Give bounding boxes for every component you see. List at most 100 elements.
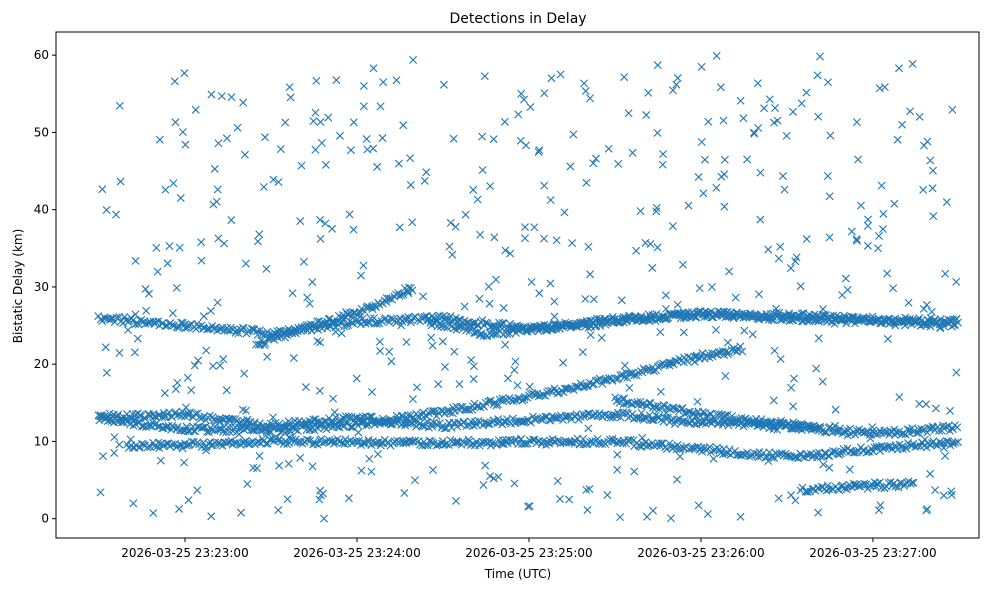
y-tick-label: 30 <box>34 280 49 294</box>
detection-marker <box>864 215 873 224</box>
detection-marker <box>883 269 892 278</box>
detection-marker <box>183 373 192 382</box>
detection-marker <box>113 412 122 421</box>
detection-marker <box>145 421 154 430</box>
detection-marker <box>877 484 886 492</box>
detection-marker <box>928 166 937 175</box>
detection-marker <box>213 298 222 307</box>
detection-marker <box>941 269 950 278</box>
detection-marker <box>367 388 376 396</box>
detection-marker <box>814 112 823 121</box>
detection-marker <box>789 374 798 383</box>
detection-marker <box>791 453 800 462</box>
detection-marker <box>181 140 190 149</box>
detection-marker <box>948 425 957 434</box>
detection-marker <box>953 318 962 327</box>
detection-marker <box>169 179 178 188</box>
detection-marker <box>214 234 223 243</box>
detection-marker <box>559 358 568 367</box>
detection-marker <box>903 425 912 434</box>
detection-marker <box>893 135 902 144</box>
detection-marker <box>617 296 626 305</box>
detection-marker <box>764 245 773 254</box>
detection-marker <box>764 457 773 466</box>
detection-marker <box>441 362 449 371</box>
detection-marker <box>392 76 401 85</box>
detection-marker <box>812 364 821 373</box>
detection-marker <box>648 416 657 425</box>
detection-marker <box>658 439 667 448</box>
detection-marker <box>849 479 858 488</box>
detection-marker <box>535 289 544 298</box>
detection-marker <box>373 450 382 459</box>
detection-marker <box>193 486 202 495</box>
detection-marker <box>678 404 687 413</box>
detection-marker <box>420 312 429 321</box>
detection-marker <box>770 346 779 355</box>
detection-marker <box>525 502 534 511</box>
detection-marker <box>311 108 320 117</box>
x-axis-ticks: 2026-03-25 23:23:00 2026-03-25 23:24:00 20… <box>121 538 937 560</box>
detection-marker <box>461 405 470 414</box>
detection-marker <box>115 348 124 357</box>
detection-marker <box>668 86 677 95</box>
detection-marker <box>216 440 225 449</box>
detection-marker <box>895 393 904 402</box>
detection-marker <box>222 439 231 448</box>
detection-marker <box>345 210 354 219</box>
detection-marker <box>782 131 791 140</box>
detection-marker <box>432 317 441 326</box>
detection-marker <box>628 148 637 157</box>
detection-marker <box>953 438 962 447</box>
detection-marker <box>898 120 907 129</box>
detection-marker <box>931 486 940 495</box>
detection-marker <box>854 155 863 164</box>
detection-marker <box>720 155 729 164</box>
detection-marker <box>652 203 661 212</box>
detection-marker <box>908 478 917 487</box>
detection-marker <box>721 372 730 380</box>
detection-marker <box>880 429 889 438</box>
detection-marker <box>180 320 189 329</box>
detection-marker <box>102 368 111 377</box>
detection-marker <box>409 313 418 322</box>
detection-marker <box>630 371 639 380</box>
detection-marker <box>923 137 932 146</box>
detection-marker <box>488 439 497 448</box>
detection-marker <box>115 440 124 449</box>
detection-marker <box>176 194 185 203</box>
detection-marker <box>283 327 292 336</box>
detection-marker <box>637 312 646 321</box>
detection-marker <box>719 417 728 426</box>
detection-marker <box>736 96 745 105</box>
detection-marker <box>725 267 734 276</box>
detection-marker <box>581 294 590 303</box>
detection-marker <box>548 325 557 334</box>
detection-marker <box>313 337 322 346</box>
detection-marker <box>481 461 490 470</box>
detection-marker <box>354 436 363 445</box>
detection-marker <box>171 385 180 394</box>
detection-marker <box>227 93 236 102</box>
detection-marker <box>469 362 478 371</box>
detection-marker <box>358 418 367 427</box>
detection-marker <box>875 84 884 93</box>
detection-marker <box>269 175 278 184</box>
detection-marker <box>684 201 693 210</box>
detection-marker <box>546 279 555 288</box>
detection-marker <box>486 472 495 481</box>
detection-marker <box>480 72 489 81</box>
detection-marker <box>395 223 404 232</box>
detection-marker <box>645 411 654 420</box>
detection-marker <box>769 396 778 405</box>
detection-marker <box>539 390 548 399</box>
chart-title: Detections in Delay <box>449 11 586 27</box>
detection-marker <box>357 271 365 280</box>
detection-marker <box>316 215 325 224</box>
detection-marker <box>546 416 555 425</box>
x-tick-label: 2026-03-25 23:24:00 <box>293 546 420 560</box>
detection-marker <box>803 487 812 496</box>
detection-marker <box>478 316 487 325</box>
detection-marker <box>558 322 567 331</box>
